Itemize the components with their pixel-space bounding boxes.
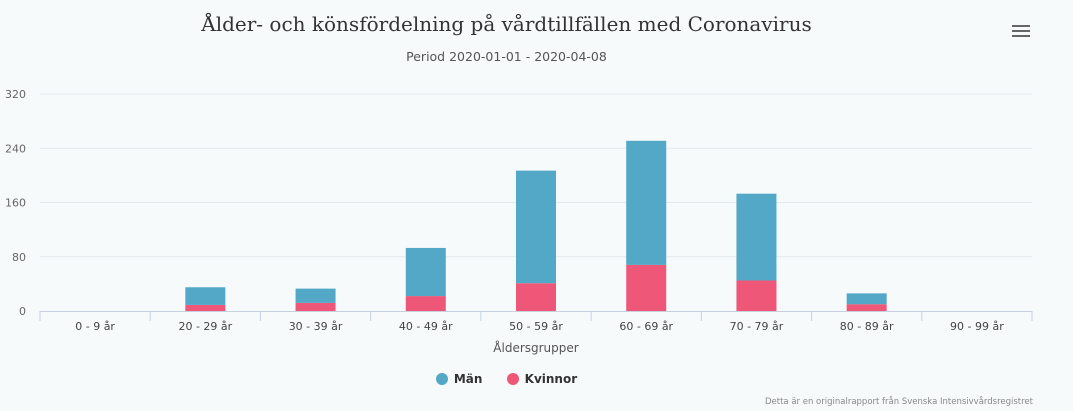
x-tick-label: 0 - 9 år: [75, 320, 115, 333]
bar-man: [846, 293, 887, 305]
y-tick-label: 240: [5, 142, 26, 155]
x-tick-label: 80 - 89 år: [840, 320, 894, 333]
y-tick-label: 80: [12, 251, 26, 264]
x-tick-label: 70 - 79 år: [730, 320, 784, 333]
y-tick-label: 160: [5, 197, 26, 210]
bar-man: [405, 247, 446, 297]
chart-title: Ålder- och könsfördelning på vårdtillfäl…: [201, 12, 812, 36]
bar-kvinnor: [846, 304, 887, 311]
y-tick-label: 320: [5, 88, 26, 101]
bar-man: [516, 170, 556, 284]
legend-dot-man: [435, 373, 448, 385]
bar-man: [736, 193, 777, 281]
x-axis-title: Åldersgrupper: [493, 340, 579, 355]
legend-item-kvinnor[interactable]: Kvinnor: [506, 372, 578, 386]
x-tick-label: 40 - 49 år: [399, 320, 453, 333]
bar-kvinnor: [626, 264, 667, 311]
x-tick-label: 60 - 69 år: [619, 320, 673, 333]
hamburger-menu-icon[interactable]: [1010, 22, 1032, 40]
bar-man: [295, 288, 336, 303]
x-tick-label: 50 - 59 år: [509, 320, 563, 333]
bar-kvinnor: [295, 302, 336, 311]
x-tick-label: 90 - 99 år: [950, 320, 1004, 333]
legend-label-kvinnor: Kvinnor: [524, 372, 578, 386]
credits-text: Detta är en originalrapport från Svenska…: [764, 397, 1033, 407]
legend-label-man: Män: [453, 372, 483, 386]
bar-kvinnor: [736, 280, 777, 311]
y-tick-label: 0: [19, 305, 26, 318]
legend-dot-kvinnor: [506, 373, 519, 385]
bar-man: [626, 140, 667, 265]
bar-man: [185, 287, 226, 305]
x-tick-label: 20 - 29 år: [178, 320, 232, 333]
legend-item-man[interactable]: Män: [435, 372, 483, 386]
bar-kvinnor: [185, 304, 226, 311]
bar-kvinnor: [516, 283, 556, 311]
chart-legend: Män Kvinnor: [0, 372, 1013, 386]
chart-subtitle: Period 2020-01-01 - 2020-04-08: [406, 49, 607, 64]
x-tick-label: 30 - 39 år: [289, 320, 343, 333]
stacked-bar-chart: 0 80 160 240 320 0 - 9 år 20 - 29 år 30 - 39 år…: [5, 88, 1033, 355]
bar-kvinnor: [405, 296, 446, 311]
